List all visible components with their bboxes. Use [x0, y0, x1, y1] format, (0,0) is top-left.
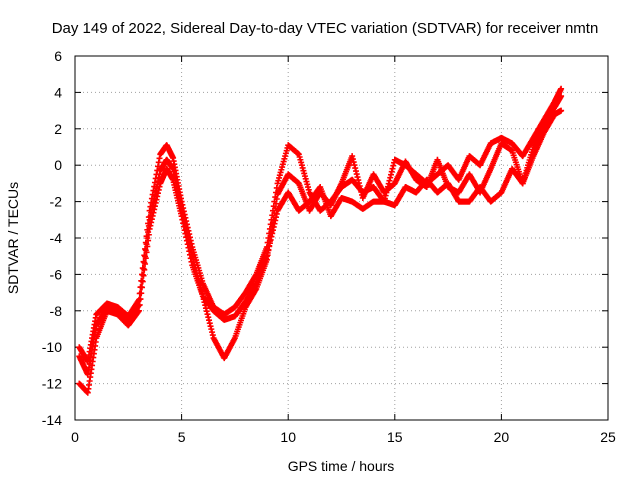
data-point: [138, 284, 145, 291]
y-tick-label: -6: [50, 266, 63, 282]
data-point: [135, 302, 142, 309]
data-point: [558, 85, 565, 92]
data-point: [137, 290, 144, 297]
data-point: [141, 259, 148, 266]
y-tick-label: 4: [54, 84, 62, 100]
y-tick-label: 6: [54, 48, 62, 64]
grid: [75, 56, 608, 420]
x-tick-label: 15: [387, 429, 403, 445]
x-tick-label: 5: [178, 429, 186, 445]
data-point: [140, 265, 147, 272]
y-tick-label: -4: [50, 230, 63, 246]
data-point: [139, 271, 146, 278]
data-point: [136, 296, 143, 303]
y-tick-label: -14: [42, 412, 62, 428]
data-point: [142, 253, 149, 260]
data-point: [145, 222, 152, 229]
y-tick-label: -2: [50, 194, 63, 210]
data-point: [558, 107, 565, 114]
y-tick-label: 2: [54, 121, 62, 137]
x-tick-label: 20: [494, 429, 510, 445]
data-point: [142, 247, 149, 254]
plot-frame: [74, 55, 609, 421]
y-tick-label: -8: [50, 303, 63, 319]
x-axis-title: GPS time / hours: [288, 458, 395, 474]
axis-ticks: 0 5 10 15 20 25 -14 -12 -10 -8 -6 -4 -2 0 2 4 6: [42, 48, 616, 445]
data-point: [139, 277, 146, 284]
x-tick-label: 0: [71, 429, 79, 445]
y-tick-label: -12: [42, 376, 62, 392]
x-tick-label: 10: [280, 429, 296, 445]
y-tick-label: -10: [42, 339, 62, 355]
data-point: [144, 235, 151, 242]
y-axis-title: SDTVAR / TECUs: [5, 182, 21, 294]
data-point: [143, 241, 150, 248]
x-tick-label: 25: [600, 429, 616, 445]
data-points: [76, 85, 565, 396]
data-point: [145, 229, 152, 236]
y-tick-label: 0: [54, 157, 62, 173]
chart-title: Day 149 of 2022, Sidereal Day-to-day VTE…: [52, 20, 599, 37]
data-point: [558, 93, 565, 100]
